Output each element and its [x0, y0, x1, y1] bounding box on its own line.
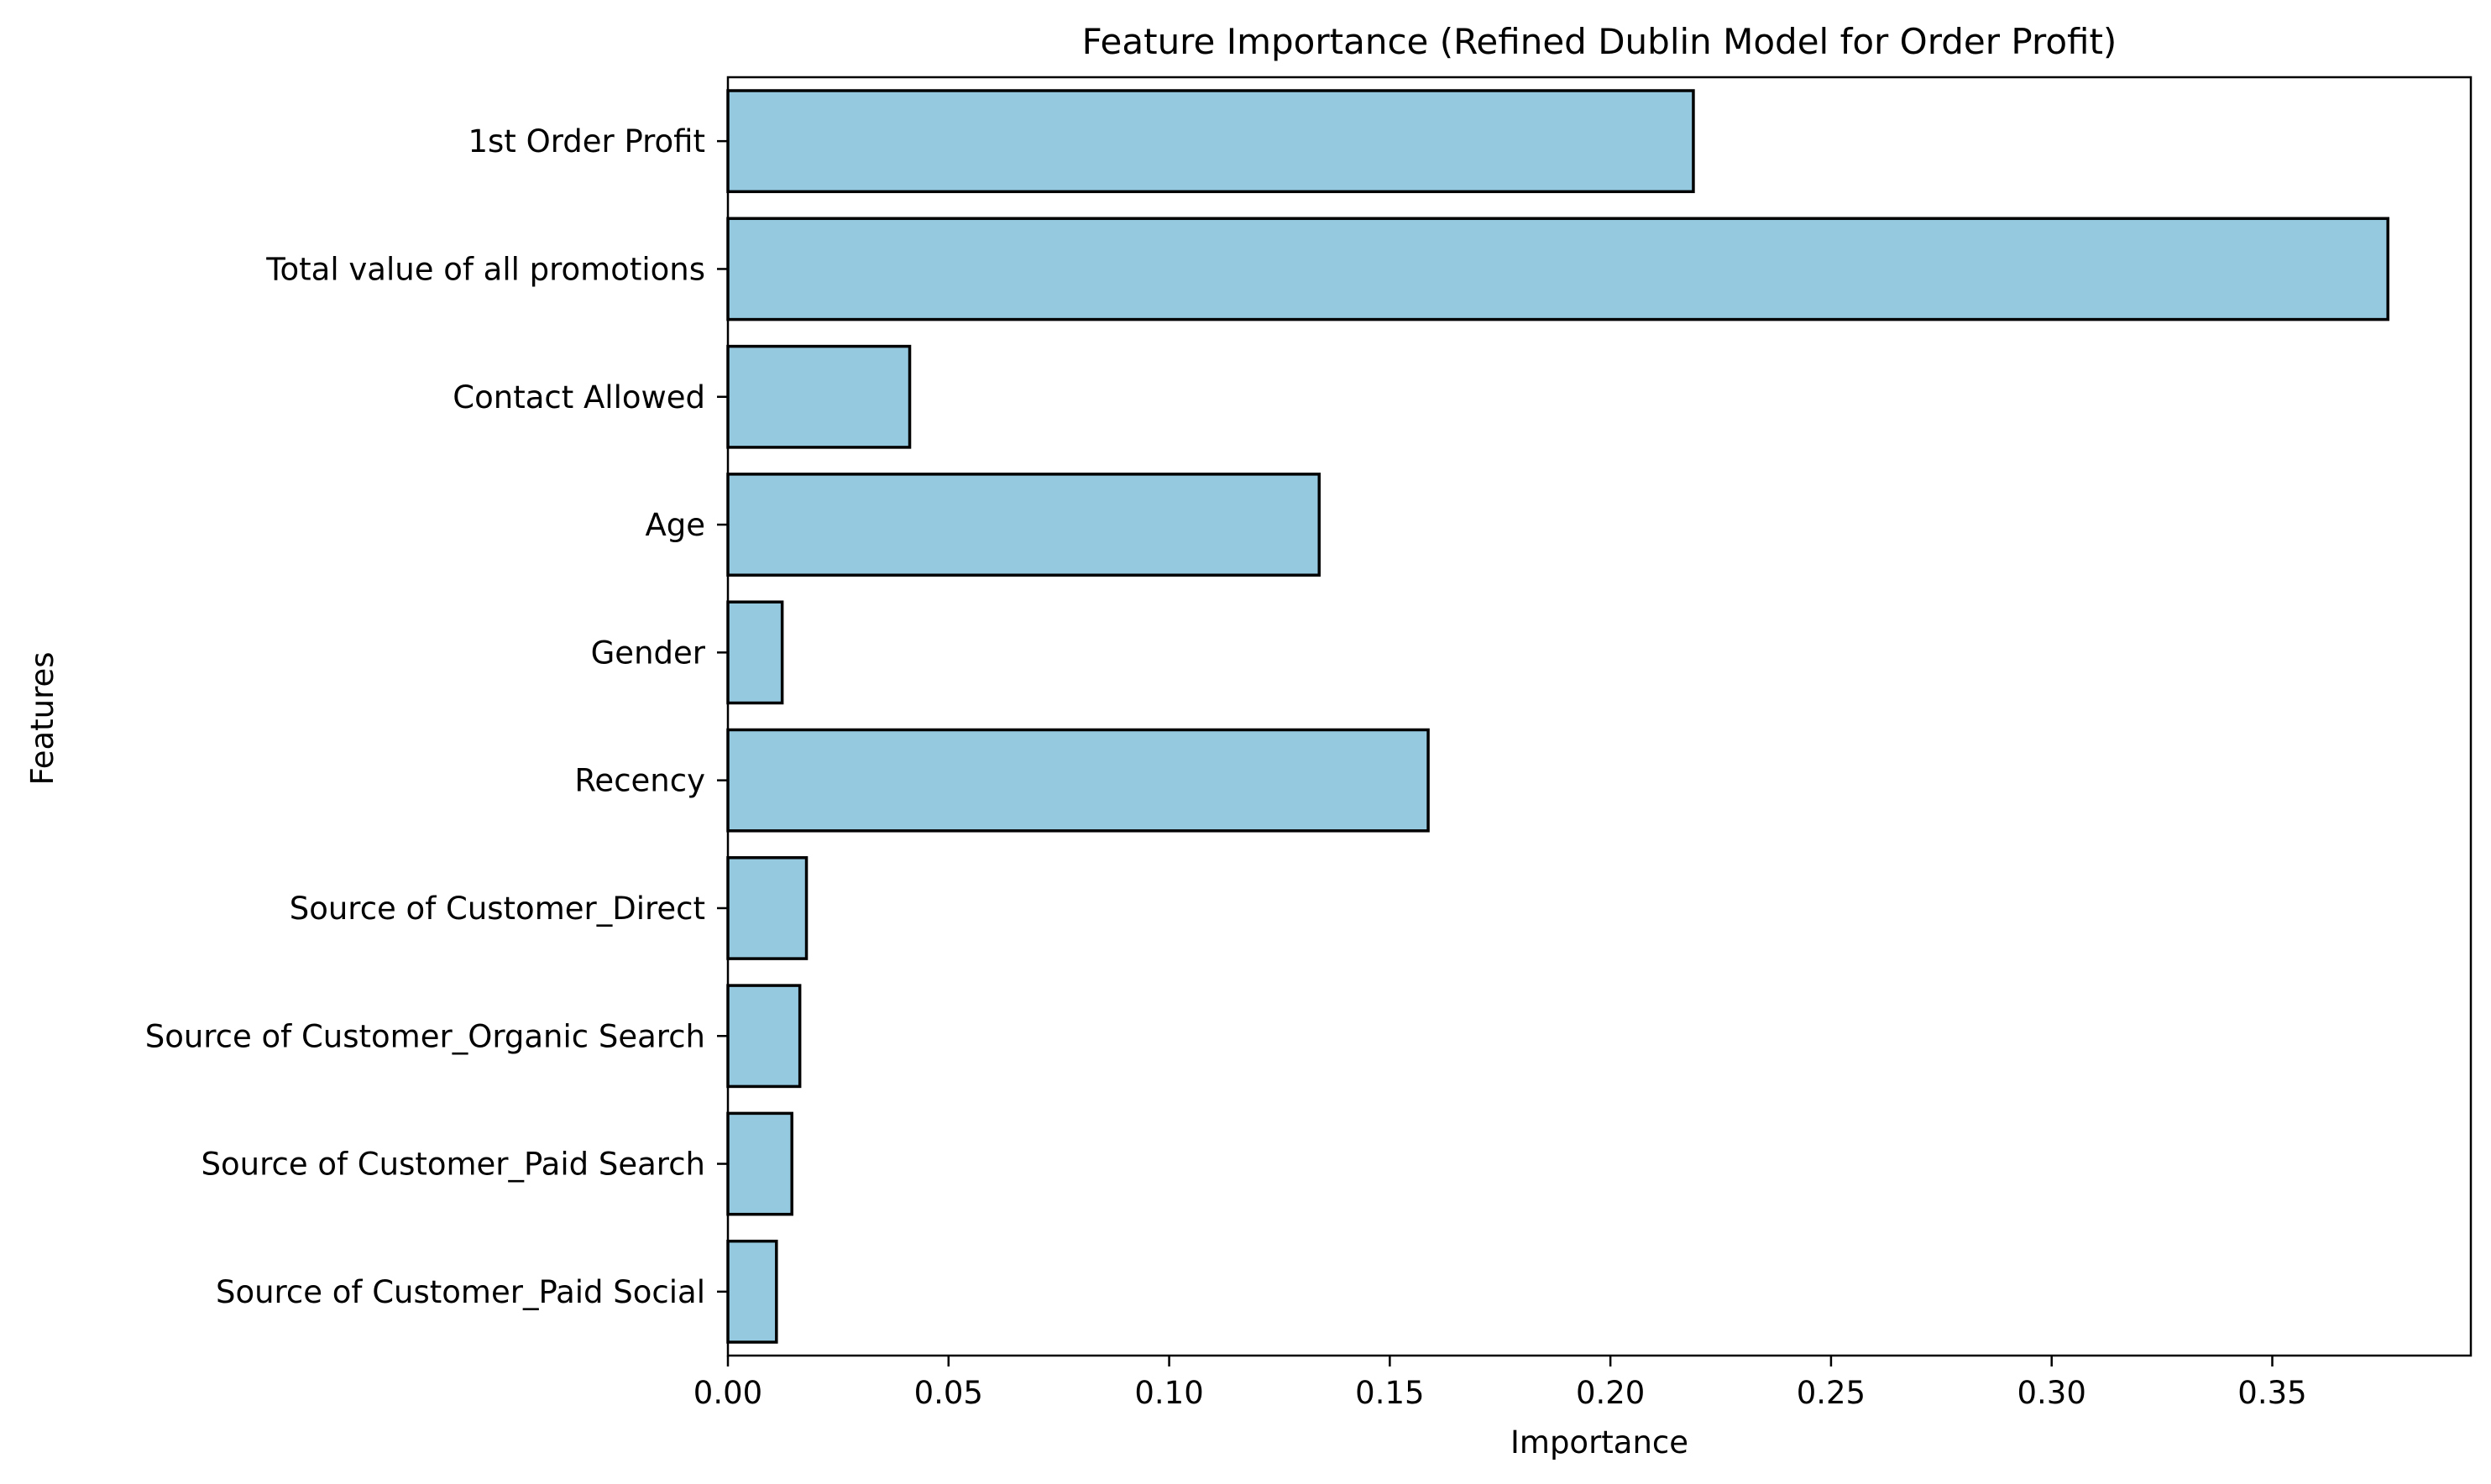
x-tick-label: 0.30: [2017, 1375, 2086, 1411]
x-tick-label: 0.10: [1134, 1375, 1203, 1411]
bar: [726, 1239, 778, 1344]
y-axis-ticks: 1st Order Profit Total value of all promo…: [145, 123, 728, 1310]
bar: [726, 473, 1321, 577]
bar: [726, 217, 2389, 321]
y-tick-label: Contact Allowed: [453, 379, 705, 415]
y-tick-label: Source of Customer_Paid Social: [216, 1274, 705, 1310]
x-tick-label: 0.05: [914, 1375, 983, 1411]
y-axis-label: Features: [24, 651, 60, 785]
bar: [726, 600, 784, 705]
bar: [726, 1111, 793, 1216]
chart-title: Feature Importance (Refined Dublin Model…: [1082, 21, 2117, 62]
bars-layer: [726, 89, 2389, 1344]
x-tick-label: 0.25: [1797, 1375, 1866, 1411]
x-tick-label: 0.00: [693, 1375, 762, 1411]
bar: [726, 984, 802, 1089]
y-tick-label: Gender: [591, 635, 706, 671]
x-tick-label: 0.20: [1576, 1375, 1645, 1411]
y-tick-label: Source of Customer_Paid Search: [201, 1147, 705, 1183]
y-tick-label: Source of Customer_Organic Search: [145, 1018, 705, 1054]
bar: [726, 728, 1430, 833]
bar: [726, 856, 809, 960]
x-axis-label: Importance: [1510, 1424, 1688, 1460]
plot-area-frame: [726, 76, 2473, 1357]
y-tick-label: Total value of all promotions: [265, 251, 705, 287]
bar: [726, 344, 912, 449]
y-tick-label: 1st Order Profit: [468, 123, 705, 159]
y-tick-label: Age: [645, 507, 705, 543]
bar: [726, 89, 1695, 194]
x-tick-label: 0.35: [2237, 1375, 2306, 1411]
y-tick-label: Source of Customer_Direct: [290, 891, 705, 927]
x-axis-ticks: 0.00 0.05 0.10 0.15 0.20 0.25 0.30 0.35: [693, 1356, 2307, 1411]
x-tick-label: 0.15: [1355, 1375, 1424, 1411]
y-tick-label: Recency: [574, 763, 705, 799]
